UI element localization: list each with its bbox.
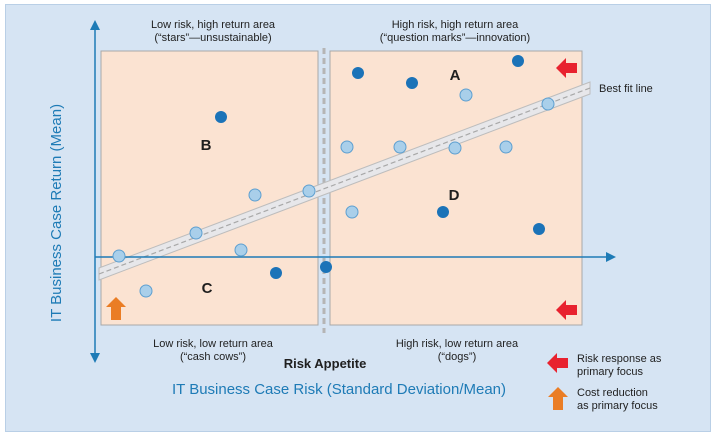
x-axis-title: IT Business Case Risk (Standard Deviatio…: [172, 381, 506, 398]
legend-cost-reduction-line1: Cost reduction: [577, 387, 648, 399]
bottom-right-caption-line1: High risk, low return area: [396, 338, 519, 350]
data-point-dark: [512, 55, 524, 67]
data-point: [112, 249, 126, 263]
legend-red-left-arrow-icon: [547, 353, 568, 373]
legend-risk-response-line1: Risk response as: [577, 353, 662, 365]
red-left-arrow-icon: [556, 300, 577, 320]
right-panel: [329, 50, 583, 326]
data-point: [499, 140, 513, 154]
data-point: [248, 188, 262, 202]
data-point: [234, 243, 248, 257]
red-left-arrow-icon: [556, 58, 577, 78]
data-point: [189, 226, 203, 240]
data-point-dark: [352, 67, 364, 79]
risk-appetite-label: Risk Appetite: [284, 356, 367, 371]
top-left-caption-line1: Low risk, high return area: [151, 19, 276, 31]
bottom-left-caption-line2: (“cash cows”): [180, 351, 246, 363]
data-point: [448, 141, 462, 155]
best-fit-band: [98, 81, 591, 281]
data-point-dark: [533, 223, 545, 235]
orange-up-arrow-icon: [106, 297, 126, 320]
region-label-c: C: [202, 280, 213, 297]
bottom-right-caption-line2: (“dogs”): [438, 351, 477, 363]
y-axis-arrowhead: [90, 20, 100, 30]
legend-orange-up-arrow-icon: [548, 387, 568, 410]
left-panel: [100, 50, 319, 326]
data-point: [139, 284, 153, 298]
legend-risk-response-line2: primary focus: [577, 366, 644, 378]
data-point-dark: [215, 111, 227, 123]
region-label-b: B: [201, 137, 212, 154]
data-point-dark: [437, 206, 449, 218]
y-axis-title: IT Business Case Return (Mean): [48, 104, 65, 322]
data-point: [345, 205, 359, 219]
bottom-left-caption-line1: Low risk, low return area: [153, 338, 274, 350]
data-point: [302, 184, 316, 198]
best-fit-label: Best fit line: [599, 83, 653, 95]
data-point: [541, 97, 555, 111]
data-point: [340, 140, 354, 154]
legend-cost-reduction-line2: as primary focus: [577, 400, 658, 412]
top-right-caption-line2: (“question marks”—innovation): [380, 32, 530, 44]
data-point-dark: [270, 267, 282, 279]
data-point-dark: [320, 261, 332, 273]
data-point: [393, 140, 407, 154]
region-label-d: D: [449, 187, 460, 204]
data-point-dark: [406, 77, 418, 89]
data-point: [459, 88, 473, 102]
x-axis-arrowhead: [606, 252, 616, 262]
y-axis-arrowhead-bottom: [90, 353, 100, 363]
top-right-caption-line1: High risk, high return area: [392, 19, 519, 31]
top-left-caption-line2: (“stars”—unsustainable): [154, 32, 271, 44]
region-label-a: A: [450, 67, 461, 84]
